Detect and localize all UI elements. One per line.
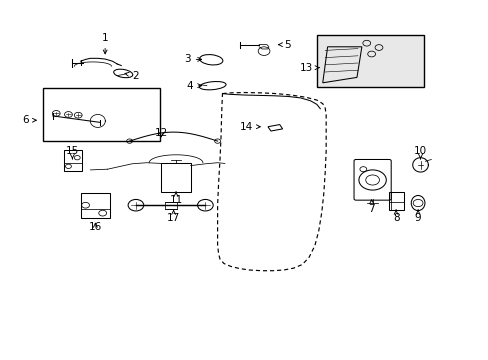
- Text: 6: 6: [22, 115, 36, 125]
- Bar: [63, 150, 82, 171]
- Text: 9: 9: [414, 210, 421, 223]
- Bar: [165, 202, 177, 209]
- Bar: [388, 192, 403, 210]
- Bar: [161, 163, 190, 192]
- Text: 15: 15: [65, 146, 79, 159]
- Text: 10: 10: [413, 146, 426, 159]
- Text: 3: 3: [183, 54, 201, 64]
- Text: 1: 1: [102, 33, 108, 54]
- Text: 5: 5: [278, 40, 291, 50]
- Text: 14: 14: [240, 122, 260, 132]
- Text: 12: 12: [154, 128, 168, 138]
- Bar: [316, 35, 424, 87]
- Bar: [43, 88, 160, 141]
- Text: 4: 4: [186, 81, 201, 91]
- Bar: [81, 193, 110, 218]
- Text: 17: 17: [166, 210, 180, 223]
- Text: 8: 8: [392, 210, 399, 223]
- Text: 13: 13: [299, 63, 318, 73]
- Text: 7: 7: [367, 200, 374, 214]
- Text: 2: 2: [125, 71, 139, 81]
- Text: 16: 16: [88, 222, 102, 232]
- Text: 11: 11: [169, 192, 183, 205]
